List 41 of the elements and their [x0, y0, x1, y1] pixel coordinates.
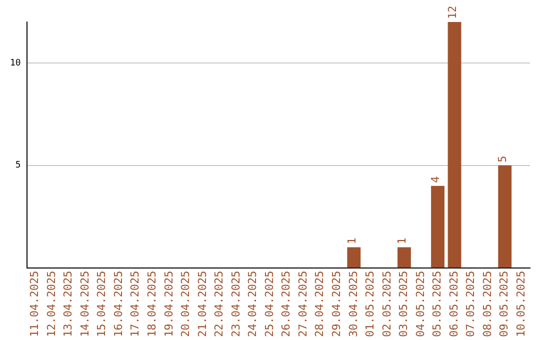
x-tick-label: 01.05.2025	[364, 270, 377, 338]
x-tick-label: 18.04.2025	[145, 270, 158, 338]
data-label: 12	[446, 6, 459, 19]
x-tick-label: 06.05.2025	[447, 270, 460, 338]
x-tick-label: 07.05.2025	[464, 270, 478, 338]
x-tick-label: 03.05.2025	[397, 270, 410, 338]
data-label: 1	[396, 238, 409, 244]
x-tick-label: 11.04.2025	[28, 270, 42, 338]
bar	[498, 165, 512, 268]
x-tick-label: 25.04.2025	[262, 270, 276, 338]
x-tick-label: 21.04.2025	[196, 270, 209, 338]
x-tick-label: 27.04.2025	[296, 270, 310, 338]
x-tick-label: 02.05.2025	[380, 270, 394, 338]
x-tick-label: 09.05.2025	[498, 270, 511, 338]
x-tick-label: 30.04.2025	[346, 270, 360, 338]
x-tick-label: 12.04.2025	[44, 270, 58, 338]
x-tick-label: 20.04.2025	[179, 270, 192, 338]
x-tick-label: 14.04.2025	[78, 270, 92, 338]
data-label: 4	[429, 176, 442, 183]
bar	[448, 22, 462, 268]
x-tick-label: 05.05.2025	[430, 270, 444, 338]
x-tick-label: 16.04.2025	[112, 270, 125, 338]
x-tick-label: 10.05.2025	[514, 270, 528, 338]
x-tick-label: 24.04.2025	[246, 270, 260, 338]
bar	[347, 247, 361, 268]
x-tick-label: 04.05.2025	[414, 270, 427, 338]
x-tick-label: 08.05.2025	[480, 270, 494, 338]
bar	[398, 247, 411, 268]
x-tick-label: 13.04.2025	[62, 270, 75, 338]
x-tick-label: 28.04.2025	[313, 270, 326, 338]
data-label: 1	[345, 238, 358, 244]
x-tick-label: 15.04.2025	[95, 270, 108, 338]
data-label: 5	[496, 156, 510, 162]
x-tick-label: 26.04.2025	[280, 270, 293, 338]
y-tick-label: 10	[10, 58, 21, 68]
x-tick-label: 29.04.2025	[330, 270, 343, 338]
bar	[431, 186, 444, 268]
x-tick-label: 19.04.2025	[162, 270, 176, 338]
x-tick-label: 23.04.2025	[229, 270, 242, 338]
x-tick-label: 22.04.2025	[212, 270, 226, 338]
x-tick-label: 17.04.2025	[128, 270, 142, 338]
